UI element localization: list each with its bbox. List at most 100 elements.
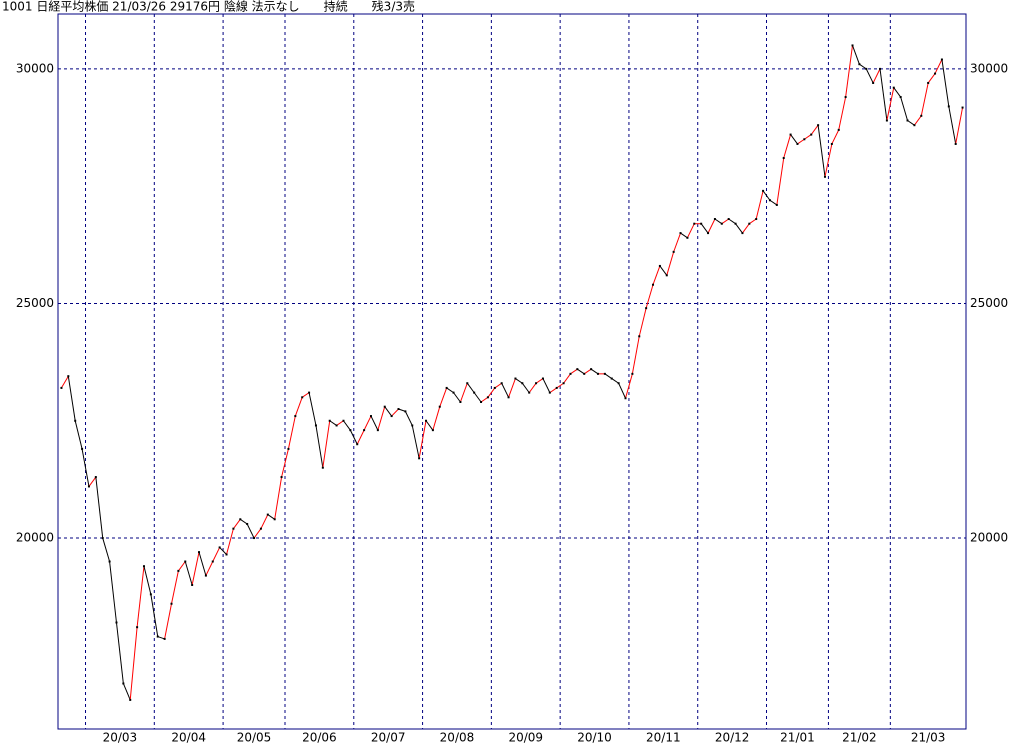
price-segment [838,96,847,130]
price-point [892,86,895,89]
x-tick-label: 21/01 [780,731,815,745]
price-segment [343,420,351,431]
price-point [940,58,943,61]
price-segment [370,415,379,431]
chart-title: 1001 日経平均株価 21/03/26 29176円 陰線 法示なし 持続 残… [2,0,415,14]
plot-frame [57,13,967,730]
y-tick-label-right: 25000 [970,296,1008,310]
price-segment [810,124,819,135]
price-point [163,637,166,640]
price-point [762,189,765,192]
price-point [239,518,242,521]
price-point [349,429,352,432]
price-point [610,377,613,380]
price-point [576,368,579,371]
x-tick-label: 20/12 [715,731,750,745]
price-segment [109,561,117,623]
price-segment [115,622,124,684]
price-point [652,283,655,286]
price-point [817,124,820,127]
price-segment [804,134,812,140]
price-segment [659,265,668,276]
y-tick-label-right: 20000 [970,531,1008,545]
price-segment [907,120,915,126]
price-segment [700,223,709,234]
price-segment [102,537,111,562]
price-segment [755,190,764,220]
price-segment [604,373,613,379]
price-segment [322,420,331,468]
price-point [266,513,269,516]
price-segment [762,190,771,201]
price-segment [583,368,592,375]
price-segment [246,523,255,539]
price-segment [831,129,840,145]
x-tick-label: 20/05 [237,731,272,745]
price-segment [453,392,461,403]
price-point [156,635,159,638]
price-point [713,218,716,221]
price-point [273,518,276,521]
price-point [528,391,531,394]
price-point [803,138,806,141]
price-point [67,375,70,378]
price-segment [900,96,909,121]
price-segment [865,68,874,84]
price-point [411,424,414,427]
price-point [672,250,675,253]
price-point [404,410,407,413]
price-point [383,405,386,408]
price-point [906,119,909,122]
price-segment [886,87,895,121]
price-point [879,67,882,70]
price-point [115,621,118,624]
price-point [94,476,97,479]
price-segment [439,387,448,407]
x-tick-label: 20/03 [103,731,138,745]
price-point [101,537,104,540]
price-point [184,560,187,563]
price-segment [508,378,516,398]
price-point [686,236,689,239]
price-point [191,583,194,586]
price-segment [631,336,640,374]
x-tick-label: 20/11 [646,731,681,745]
price-segment [645,284,654,309]
price-segment [735,223,743,234]
price-point [198,551,201,554]
price-point [837,128,840,131]
price-point [259,527,262,530]
price-point [734,222,737,225]
price-segment [487,387,496,398]
x-tick-label: 20/08 [440,731,475,745]
price-point [707,232,710,235]
price-point [74,419,77,422]
price-point [473,391,476,394]
price-segment [404,411,413,426]
price-segment [501,383,510,398]
price-point [431,429,434,432]
price-segment [212,547,221,562]
price-point [459,400,462,403]
price-point [913,124,916,127]
price-segment [521,382,530,393]
price-point [335,424,338,427]
price-point [720,222,723,225]
price-segment [955,107,964,145]
price-point [294,415,297,418]
price-point [500,382,503,385]
x-tick-label: 20/04 [171,731,206,745]
price-point [301,396,304,399]
price-segment [920,82,929,116]
price-point [376,429,379,432]
price-segment [652,265,661,285]
price-point [624,397,627,400]
price-segment [184,561,193,586]
price-point [308,391,311,394]
price-point [631,372,634,375]
price-point [638,335,641,338]
price-point [961,106,964,109]
price-segment [618,383,626,399]
price-segment [191,552,200,586]
price-segment [157,636,165,640]
